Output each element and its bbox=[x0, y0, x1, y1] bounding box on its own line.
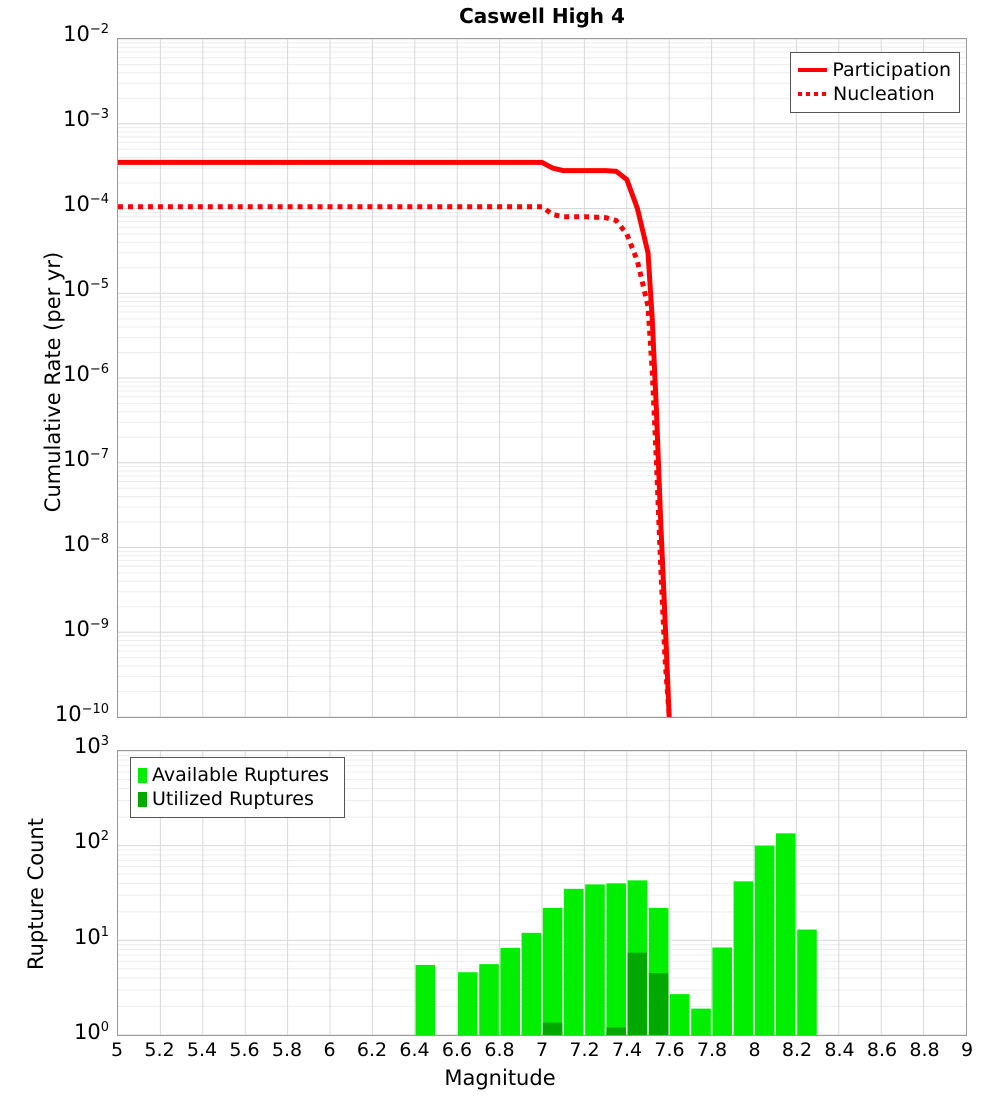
rupture-count-ytick: 102 bbox=[73, 829, 109, 854]
cumulative-rate-ytick: 10−4 bbox=[63, 192, 109, 216]
cumulative-rate-ytick: 10−9 bbox=[63, 617, 109, 641]
rupture-count-axis-label: Rupture Count bbox=[24, 818, 48, 970]
magnitude-tick-label: 7.6 bbox=[654, 1039, 685, 1061]
available-rupture-bar bbox=[733, 881, 754, 1035]
rupture-count-ytick: 103 bbox=[73, 734, 109, 758]
legend-item-nucleation[interactable]: Nucleation bbox=[798, 82, 951, 106]
magnitude-tick-label: 8 bbox=[748, 1039, 761, 1061]
cumulative-rate-ytick: 10−8 bbox=[63, 532, 109, 556]
legend-label-available-ruptures: Available Ruptures bbox=[152, 764, 329, 786]
nucleation-curve bbox=[118, 204, 672, 717]
legend-item-participation[interactable]: Participation bbox=[798, 58, 951, 82]
gridlines bbox=[118, 751, 966, 1035]
available-rupture-bar bbox=[606, 883, 627, 1035]
magnitude-tick-label: 8.8 bbox=[909, 1039, 940, 1061]
magnitude-tick-label: 5.4 bbox=[186, 1039, 218, 1061]
available-rupture-bar bbox=[415, 964, 436, 1035]
cumulative-rate-svg bbox=[118, 39, 966, 717]
magnitude-tick-label: 7.8 bbox=[696, 1039, 728, 1061]
available-rupture-bar bbox=[691, 1008, 711, 1035]
available-rupture-bar bbox=[775, 833, 796, 1035]
magnitude-tick-label: 7 bbox=[535, 1039, 549, 1061]
available-rupture-bar bbox=[521, 932, 542, 1035]
cumulative-rate-ytick: 10−10 bbox=[54, 702, 109, 726]
chart-title: Caswell High 4 bbox=[459, 4, 625, 28]
cumulative-rate-ytick: 10−2 bbox=[63, 22, 109, 46]
rupture-count-ytick: 100 bbox=[73, 1020, 109, 1044]
magnitude-axis-label: Magnitude bbox=[444, 1066, 556, 1090]
magnitude-tick-label: 5.2 bbox=[144, 1039, 175, 1061]
rupture-count-svg bbox=[118, 751, 966, 1035]
magnitude-tick-label: 6.6 bbox=[441, 1039, 473, 1061]
available-rupture-bar bbox=[457, 972, 478, 1035]
cumulative-rate-legend: Participation Nucleation bbox=[790, 52, 960, 113]
available-rupture-bar bbox=[712, 947, 733, 1035]
available-rupture-bar bbox=[479, 964, 499, 1035]
utilized-rupture-bar bbox=[627, 952, 648, 1035]
rupture-count-ytick: 101 bbox=[73, 924, 109, 949]
cumulative-rate-axis-label: Cumulative Rate (per yr) bbox=[41, 251, 65, 513]
legend-item-utilized-ruptures[interactable]: Utilized Ruptures bbox=[138, 787, 336, 811]
magnitude-tick-label: 6.2 bbox=[356, 1039, 388, 1061]
magnitude-tick-label: 9 bbox=[960, 1039, 974, 1061]
legend-label-participation: Participation bbox=[832, 59, 951, 81]
available-rupture-bar bbox=[542, 907, 563, 1035]
cumulative-rate-ytick: 10−3 bbox=[63, 107, 109, 131]
available-rupture-bar bbox=[669, 994, 690, 1035]
available-rupture-bar bbox=[797, 929, 817, 1035]
magnitude-tick-label: 6.8 bbox=[484, 1039, 515, 1061]
magnitude-tick-label: 5 bbox=[110, 1039, 124, 1061]
magnitude-tick-label: 7.4 bbox=[611, 1039, 643, 1061]
participation-curve bbox=[118, 159, 672, 717]
magnitude-tick-label: 8.4 bbox=[824, 1039, 855, 1061]
rupture-count-legend: Available Ruptures Utilized Ruptures bbox=[130, 757, 345, 818]
dotted-line-swatch-icon bbox=[798, 92, 828, 96]
available-rupture-bar bbox=[500, 947, 521, 1035]
utilized-rupture-bar bbox=[542, 1022, 563, 1035]
magnitude-tick-label: 5.8 bbox=[271, 1039, 303, 1061]
cumulative-rate-plot bbox=[117, 38, 967, 718]
available-rupture-bar bbox=[585, 884, 605, 1035]
legend-item-available-ruptures[interactable]: Available Ruptures bbox=[138, 763, 336, 787]
legend-label-utilized-ruptures: Utilized Ruptures bbox=[152, 788, 314, 810]
available-ruptures-swatch-icon bbox=[138, 767, 147, 783]
magnitude-tick-label: 5.6 bbox=[229, 1039, 260, 1061]
available-rupture-bar bbox=[754, 845, 775, 1035]
utilized-rupture-bar bbox=[648, 973, 669, 1035]
cumulative-rate-ytick: 10−5 bbox=[63, 277, 109, 301]
cumulative-rate-ytick: 10−6 bbox=[63, 362, 109, 386]
gridlines bbox=[118, 39, 966, 717]
available-rupture-bar bbox=[563, 888, 584, 1035]
magnitude-tick-label: 6 bbox=[323, 1039, 336, 1061]
magnitude-tick-label: 6.4 bbox=[399, 1039, 430, 1061]
utilized-rupture-bar bbox=[606, 1027, 627, 1035]
magnitude-tick-label: 7.2 bbox=[569, 1039, 600, 1061]
cumulative-rate-ytick: 10−7 bbox=[63, 447, 109, 471]
magnitude-tick-label: 8.6 bbox=[866, 1039, 898, 1061]
legend-label-nucleation: Nucleation bbox=[833, 83, 935, 105]
solid-line-swatch-icon bbox=[798, 68, 828, 72]
magnitude-tick-label: 8.2 bbox=[781, 1039, 813, 1061]
utilized-ruptures-swatch-icon bbox=[138, 791, 147, 807]
